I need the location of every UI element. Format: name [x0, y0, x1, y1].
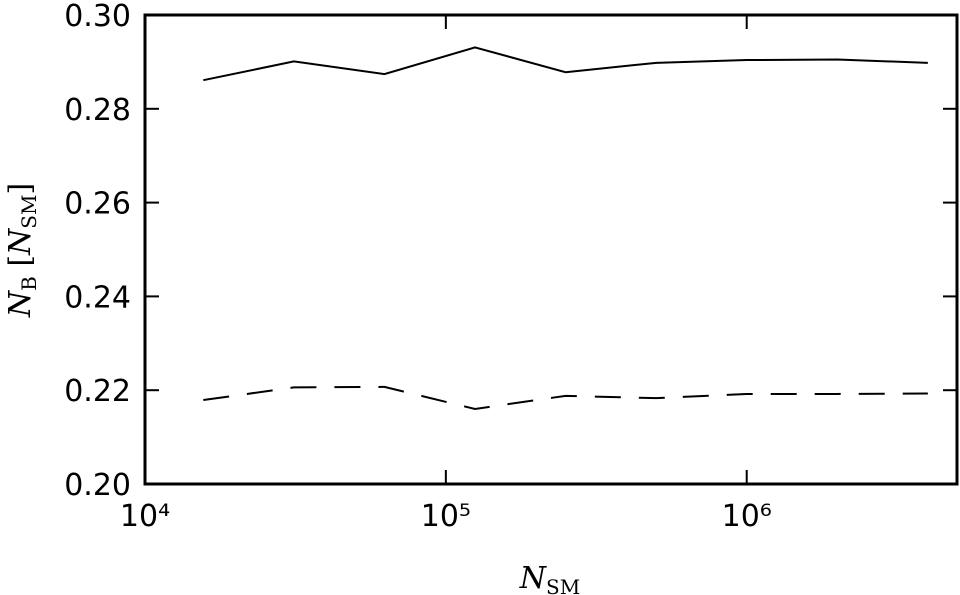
y-label-part: B [17, 276, 41, 291]
y-label-part: N [3, 227, 38, 256]
x-label-part: N [519, 561, 548, 595]
series-line [203, 46, 928, 82]
y-tick-label: 0.26 [64, 187, 131, 222]
x-label-part: SM [546, 575, 580, 595]
x-tick-label: 10⁶ [722, 499, 772, 534]
series-line [203, 385, 928, 410]
y-label-part: N [3, 289, 38, 318]
plot-frame [143, 13, 959, 486]
y-tick-label: 0.22 [64, 374, 131, 409]
y-tick-label: 0.24 [64, 280, 131, 315]
y-tick-label: 0.20 [64, 468, 131, 503]
x-axis-label: NSM [519, 561, 580, 595]
y-label-part: [ [3, 255, 38, 276]
x-tick-label: 10⁵ [421, 499, 471, 534]
y-label-part: ] [3, 183, 38, 195]
y-axis-label: NB [NSM] [3, 183, 41, 318]
y-tick-label: 0.28 [64, 93, 131, 128]
y-label-part: SM [17, 195, 41, 229]
x-tick-label: 10⁴ [120, 499, 170, 534]
y-tick-label: 0.30 [64, 0, 131, 34]
